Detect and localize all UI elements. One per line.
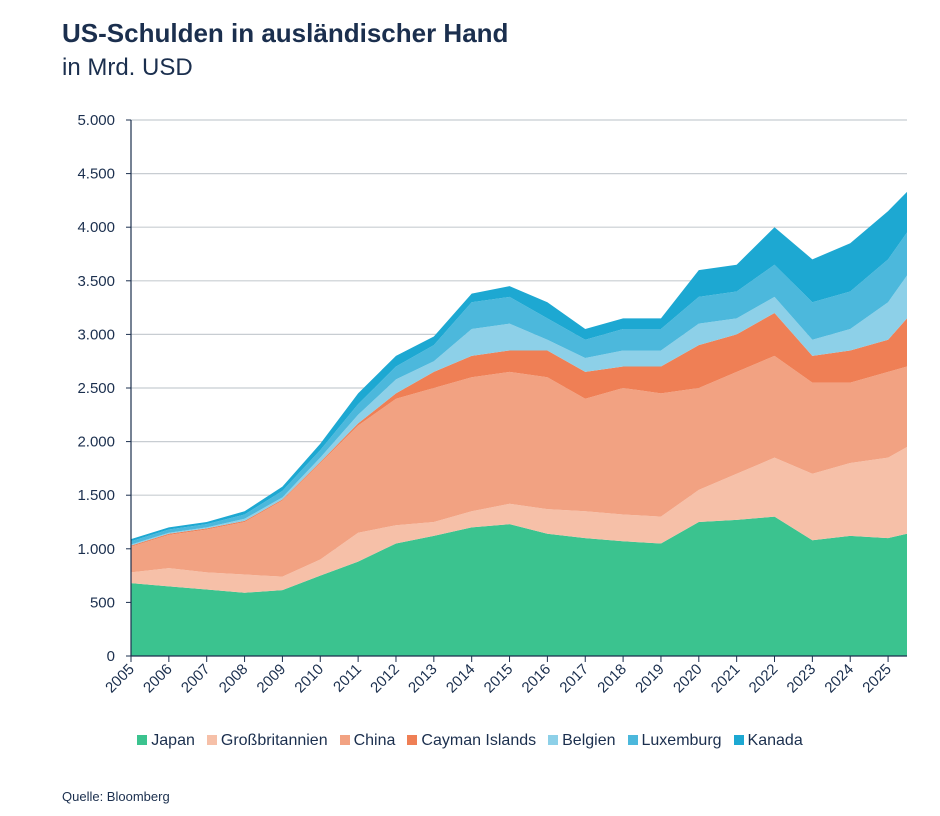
chart-title: US-Schulden in ausländischer Hand xyxy=(62,18,509,48)
area-china xyxy=(131,355,907,577)
area-großbritannien xyxy=(131,446,907,593)
legend-swatch xyxy=(733,735,744,745)
source-note: Quelle: Bloomberg xyxy=(62,789,170,804)
legend-label: Cayman Islands xyxy=(421,732,537,749)
legend-label: Belgien xyxy=(562,732,616,749)
x-tick-label: 2012 xyxy=(367,661,403,697)
x-tick-label: 2017 xyxy=(556,661,592,697)
x-tick-label: 2024 xyxy=(821,661,857,697)
y-tick-label: 5.000 xyxy=(77,112,115,129)
legend-label: Großbritannien xyxy=(220,732,328,749)
legend-item: Japan xyxy=(137,732,195,750)
area-luxemburg xyxy=(131,232,907,545)
y-tick-label: 0 xyxy=(107,648,115,665)
legend-item: Belgien xyxy=(548,732,616,750)
x-tick-label: 2019 xyxy=(632,661,668,697)
x-tick-label: 2021 xyxy=(708,661,744,697)
x-tick-label: 2005 xyxy=(102,661,138,697)
area-japan xyxy=(131,516,907,656)
x-tick-label: 2025 xyxy=(859,661,895,697)
legend-swatch xyxy=(627,735,638,745)
legend-item: China xyxy=(339,732,396,750)
y-tick-label: 2.000 xyxy=(77,434,115,451)
x-tick-label: 2022 xyxy=(746,661,782,697)
x-tick-label: 2013 xyxy=(405,661,441,697)
x-tick-label: 2008 xyxy=(216,661,252,697)
x-tick-label: 2016 xyxy=(519,661,555,697)
y-tick-label: 3.000 xyxy=(77,326,115,343)
x-tick-label: 2006 xyxy=(140,661,176,697)
area-cayman-islands xyxy=(131,312,907,547)
legend-swatch xyxy=(339,735,350,745)
legend-label: Luxemburg xyxy=(641,732,722,749)
legend-swatch xyxy=(137,735,148,745)
legend-label: China xyxy=(353,732,396,749)
chart-subtitle: in Mrd. USD xyxy=(62,54,193,81)
x-tick-label: 2007 xyxy=(178,661,214,697)
legend-item: Großbritannien xyxy=(206,732,328,750)
stacked-area-chart: 0 500 1.000 1.500 2.000 2.500 3.000 3.500 4.000 4… xyxy=(77,112,907,697)
y-tick-label: 4.500 xyxy=(77,166,115,183)
legend-swatch xyxy=(548,735,559,745)
y-tick-label: 1.000 xyxy=(77,541,115,558)
area-kanada xyxy=(131,191,907,542)
x-tick-label: 2010 xyxy=(291,661,327,697)
y-tick-label: 3.500 xyxy=(77,273,115,290)
legend-label: Japan xyxy=(151,732,195,749)
x-tick-label: 2023 xyxy=(784,661,820,697)
x-tick-label: 2018 xyxy=(594,661,630,697)
legend-label: Kanada xyxy=(747,732,803,749)
x-tick-label: 2009 xyxy=(254,661,290,697)
legend: Japan Großbritannien China Cayman Islands Be… xyxy=(0,732,940,750)
legend-swatch xyxy=(407,735,418,745)
y-tick-label: 2.500 xyxy=(77,380,115,397)
legend-item: Luxemburg xyxy=(627,732,722,750)
area-belgien xyxy=(131,275,907,546)
legend-swatch xyxy=(206,735,217,745)
legend-item: Cayman Islands xyxy=(407,732,536,750)
x-tick-label: 2015 xyxy=(481,661,517,697)
x-tick-label: 2020 xyxy=(670,661,706,697)
x-tick-label: 2014 xyxy=(443,661,479,697)
y-tick-label: 500 xyxy=(90,594,115,611)
y-tick-label: 1.500 xyxy=(77,487,115,504)
legend-item: Kanada xyxy=(733,732,803,750)
y-tick-label: 4.000 xyxy=(77,219,115,236)
x-tick-label: 2011 xyxy=(330,661,365,696)
